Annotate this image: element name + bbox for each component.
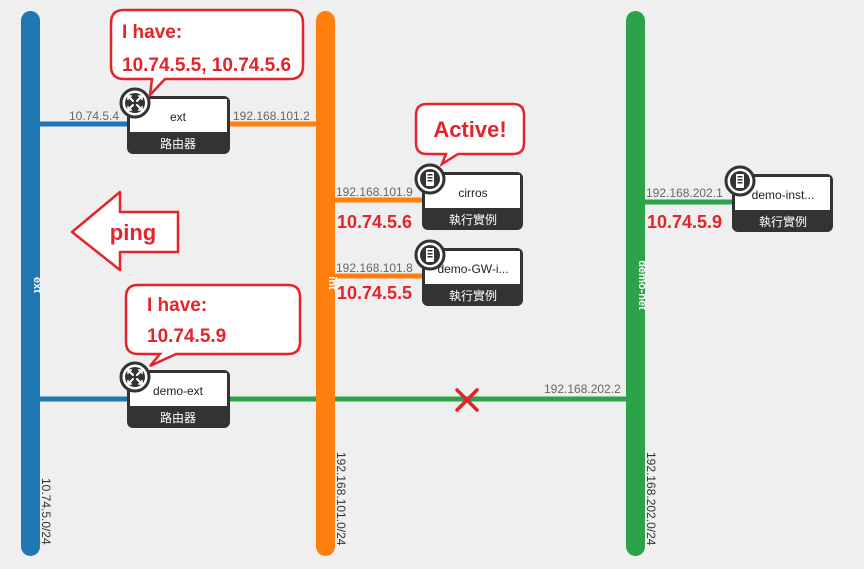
callout-bubble-active: Active!: [414, 102, 526, 168]
node-name: demo-ext: [153, 384, 204, 398]
server-icon: [414, 239, 446, 271]
node-type: 路由器: [160, 136, 196, 151]
server-icon: [724, 165, 756, 197]
node-type: 路由器: [160, 410, 196, 425]
floating-ip-label: 10.74.5.9: [647, 212, 722, 232]
router-node-ext[interactable]: ext 路由器: [119, 87, 230, 154]
floating-ip-label: 10.74.5.6: [337, 212, 412, 232]
port-label: 192.168.202.1: [646, 186, 723, 200]
network-demo-net-name: demo-net: [636, 260, 648, 310]
router-icon: [119, 87, 151, 119]
callout-text: 10.74.5.9: [147, 326, 226, 347]
node-name: demo-inst...: [752, 188, 815, 202]
ping-arrow-icon: ping: [70, 190, 180, 272]
network-ext-bar[interactable]: [21, 11, 40, 556]
instance-node-demo-inst[interactable]: demo-inst... 執行實例: [724, 165, 833, 232]
server-icon: [414, 163, 446, 195]
port-label: 192.168.202.2: [544, 382, 621, 396]
node-type: 執行實例: [449, 212, 497, 227]
router-node-demo-ext[interactable]: demo-ext 路由器: [119, 361, 230, 428]
network-ext-name: ext: [31, 277, 43, 293]
port-label: 192.168.101.9: [336, 185, 413, 199]
port-label: 10.74.5.4: [69, 109, 119, 123]
network-int-bar[interactable]: [316, 11, 335, 556]
port-label: 192.168.101.8: [336, 261, 413, 275]
network-int-cidr: 192.168.101.0/24: [334, 452, 348, 546]
network-demo-net-cidr: 192.168.202.0/24: [644, 452, 658, 546]
callout-text: Active!: [433, 117, 506, 142]
node-type: 執行實例: [759, 214, 807, 229]
instance-node-cirros[interactable]: cirros 執行實例: [414, 163, 523, 230]
port-label: 192.168.101.2: [233, 109, 310, 123]
ping-label: ping: [110, 220, 156, 245]
instance-node-demo-gw[interactable]: demo-GW-i... 執行實例: [414, 239, 523, 306]
callout-bubble-router-ext: I have: 10.74.5.5, 10.74.5.6: [109, 8, 305, 99]
callout-text: I have:: [147, 295, 207, 316]
network-int-name: int: [326, 276, 338, 290]
callout-text: 10.74.5.5, 10.74.5.6: [122, 55, 291, 76]
node-name: cirros: [458, 186, 487, 200]
network-ext-cidr: 10.74.5.0/24: [39, 478, 53, 545]
node-name: ext: [170, 110, 187, 124]
router-icon: [119, 361, 151, 393]
callout-bubble-router-demo-ext: I have: 10.74.5.9: [124, 283, 302, 368]
network-demo-net-bar[interactable]: [626, 11, 645, 556]
floating-ip-label: 10.74.5.5: [337, 283, 412, 303]
blocked-link-x-icon: [455, 388, 479, 412]
node-type: 執行實例: [449, 288, 497, 303]
node-name: demo-GW-i...: [437, 262, 508, 276]
callout-text: I have:: [122, 22, 182, 43]
